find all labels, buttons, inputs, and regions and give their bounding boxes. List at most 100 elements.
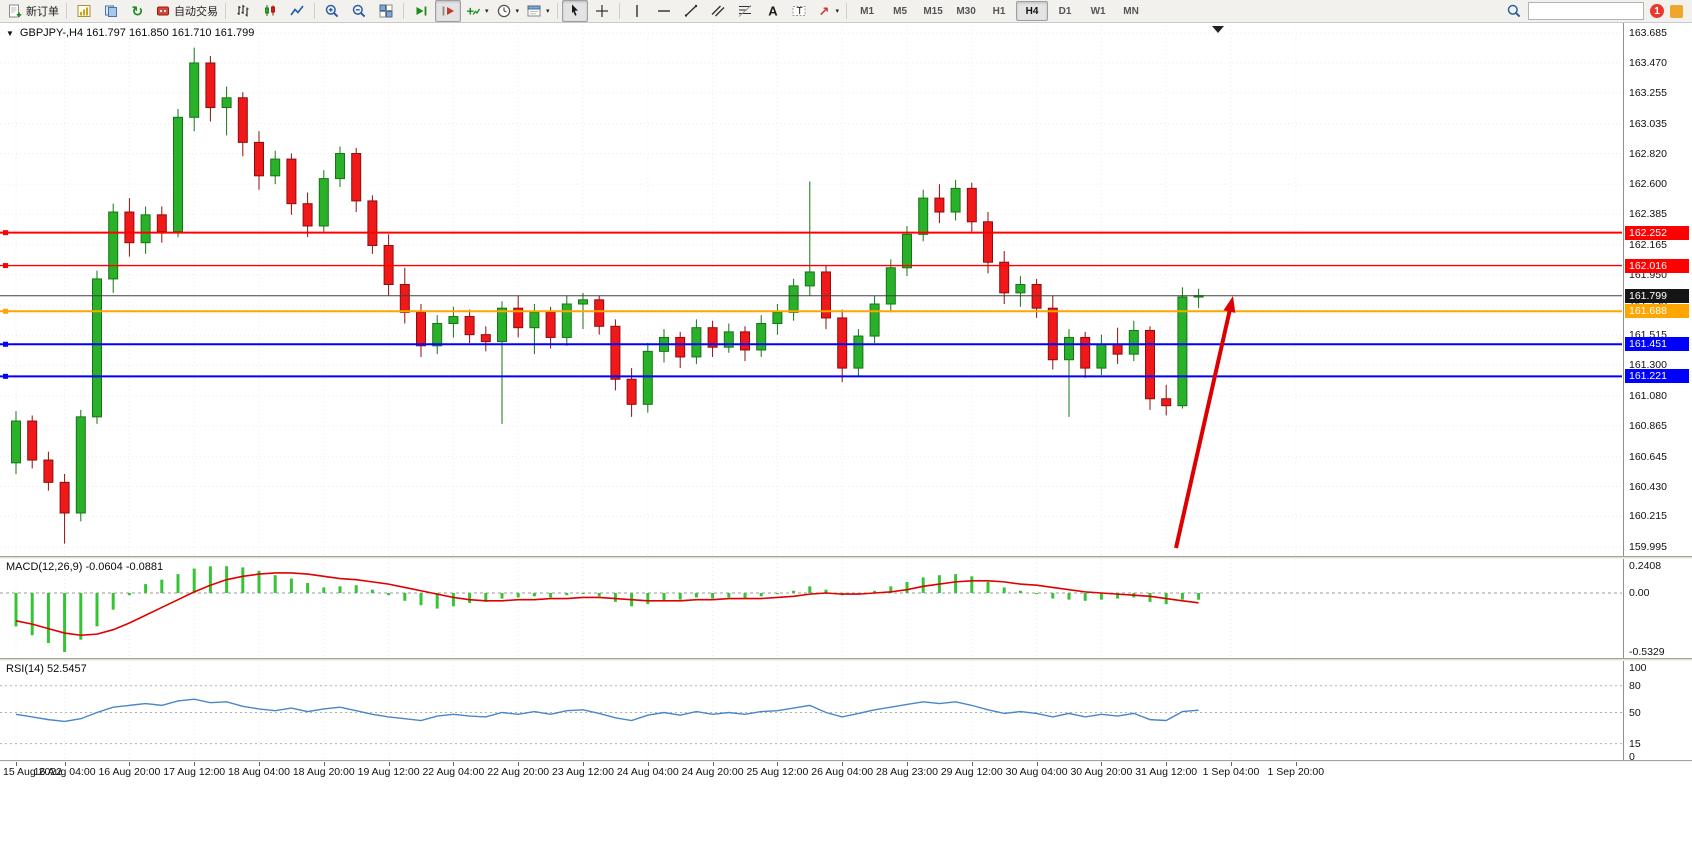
trend-arrow-annotation[interactable] — [1174, 307, 1233, 549]
hline-handle[interactable] — [3, 341, 8, 347]
text-button[interactable]: A — [759, 0, 785, 22]
bar-chart-button[interactable] — [230, 0, 256, 22]
oneclick-toggle-icon[interactable]: ▼ — [6, 28, 14, 38]
macd-canvas[interactable] — [0, 559, 1622, 658]
cursor-button[interactable] — [561, 0, 588, 22]
chart-shift-button[interactable] — [435, 0, 461, 22]
timeframe-w1[interactable]: W1 — [1090, 5, 1106, 17]
price-tick: 160.645 — [1629, 450, 1667, 463]
panel-separator[interactable] — [0, 658, 1692, 661]
addind-icon: + — [467, 4, 481, 19]
text-label-button[interactable]: T — [786, 0, 812, 22]
timeframe-m30[interactable]: M30 — [956, 5, 976, 17]
time-label: 15 Aug 2022 — [3, 766, 62, 778]
auto-scroll-button[interactable] — [408, 0, 434, 22]
candle — [529, 311, 540, 329]
time-tick — [64, 762, 66, 766]
crosshair-button[interactable] — [589, 0, 615, 22]
candle — [1031, 283, 1042, 309]
time-tick — [583, 762, 584, 766]
tile-windows-button[interactable] — [373, 0, 399, 22]
candle — [1177, 296, 1188, 407]
time-label: 1 Sep 20:00 — [1267, 766, 1325, 778]
time-label: 31 Aug 12:00 — [1135, 766, 1198, 778]
timeframe-h4[interactable]: H4 — [1016, 1, 1049, 21]
trend-arrow-head[interactable] — [1223, 296, 1236, 313]
candle — [950, 187, 961, 213]
periods-button[interactable]: ▾ — [493, 0, 523, 22]
rsi-scale-tick: 80 — [1629, 679, 1641, 692]
candle — [918, 197, 929, 235]
time-axis[interactable]: 15 Aug 2022 16 Aug 04:00 16 Aug 20:00 17 Au… — [0, 762, 1692, 782]
search-input[interactable] — [1528, 2, 1644, 20]
indicators-button[interactable]: + ▾ — [462, 0, 492, 22]
horizontal-line-button[interactable] — [651, 0, 677, 22]
time-label: 24 Aug 20:00 — [681, 766, 744, 778]
arrows-button[interactable]: ↗ ▾ — [813, 0, 843, 22]
chart-title: GBPJPY-,H4 161.797 161.850 161.710 161.7… — [19, 27, 255, 39]
svg-text:↗: ↗ — [818, 4, 829, 19]
price-tick: 159.995 — [1629, 541, 1667, 554]
channel-button[interactable] — [705, 0, 731, 22]
candlestick-chart-button[interactable] — [257, 0, 283, 22]
trendline-button[interactable] — [678, 0, 704, 22]
candle — [270, 158, 281, 177]
time-label: 17 Aug 12:00 — [163, 766, 226, 778]
line-chart-button[interactable] — [284, 0, 310, 22]
time-label: 22 Aug 20:00 — [487, 766, 550, 778]
time-label: 19 Aug 12:00 — [357, 766, 420, 778]
price-badge-161.221: 161.221 — [1625, 369, 1689, 384]
new-chart-button[interactable] — [71, 0, 97, 22]
candle — [772, 311, 783, 325]
notification-badge[interactable]: 1 — [1650, 4, 1664, 18]
time-label: 26 Aug 04:00 — [811, 766, 874, 778]
price-scale[interactable]: 163.685 163.470 163.255 163.035 162.820 162.6… — [1623, 23, 1692, 780]
zoom-in-button[interactable] — [319, 0, 345, 22]
community-icon[interactable] — [1670, 4, 1683, 18]
toolbar: 新订单 ↻ 自动交易 + ▾ ▾ ▾ A T ↗ ▾ M1 M5 M15 M30 H1 H4 D1 W1 MN 1 — [0, 0, 1692, 23]
vertical-line-button[interactable] — [624, 0, 650, 22]
templates-button[interactable]: ▾ — [523, 0, 553, 22]
price-badge-161.688: 161.688 — [1625, 304, 1689, 319]
search-icon[interactable] — [1506, 3, 1522, 19]
fibo-icon — [738, 5, 751, 17]
time-tick — [518, 762, 520, 766]
zoom-out-button[interactable] — [346, 0, 372, 22]
candle — [934, 197, 945, 213]
rsi-canvas[interactable] — [0, 661, 1622, 760]
timeframe-d1[interactable]: D1 — [1058, 5, 1072, 17]
autotrade-icon — [157, 6, 169, 16]
candle — [43, 459, 54, 483]
timeframe-m15[interactable]: M15 — [923, 5, 943, 17]
profiles-button[interactable] — [98, 0, 124, 22]
main-chart-canvas[interactable] — [0, 22, 1622, 556]
toolbar-search: 1 — [1506, 2, 1688, 20]
autotrading-button-label: 自动交易 — [174, 6, 218, 18]
candle — [11, 420, 21, 464]
hline-handle[interactable] — [3, 263, 8, 269]
hline-handle[interactable] — [3, 308, 8, 314]
candle — [399, 283, 410, 313]
candle — [124, 211, 135, 244]
time-tick — [194, 762, 196, 766]
autotrading-button[interactable]: 自动交易 — [152, 0, 221, 22]
new-order-button[interactable]: 新订单 — [4, 0, 62, 22]
hline-icon — [657, 10, 670, 12]
magminus-icon — [352, 4, 366, 18]
hline-handle[interactable] — [3, 230, 8, 236]
time-tick — [1036, 762, 1038, 766]
hline-handle[interactable] — [3, 373, 8, 379]
panel-separator — [0, 760, 1692, 762]
price-tick: 161.080 — [1629, 389, 1667, 402]
time-label: 18 Aug 04:00 — [228, 766, 290, 778]
fibonacci-button[interactable] — [732, 0, 758, 22]
panel-separator[interactable] — [0, 556, 1692, 559]
refresh-button[interactable]: ↻ — [125, 0, 151, 22]
timeframe-m5[interactable]: M5 — [893, 5, 908, 17]
timeframe-h1[interactable]: H1 — [992, 5, 1006, 17]
chart-shift-marker-icon[interactable] — [1212, 26, 1224, 33]
timeframe-mn[interactable]: MN — [1123, 5, 1139, 17]
linechart-icon — [290, 5, 304, 16]
candle — [1015, 283, 1026, 294]
timeframe-m1[interactable]: M1 — [860, 5, 875, 17]
